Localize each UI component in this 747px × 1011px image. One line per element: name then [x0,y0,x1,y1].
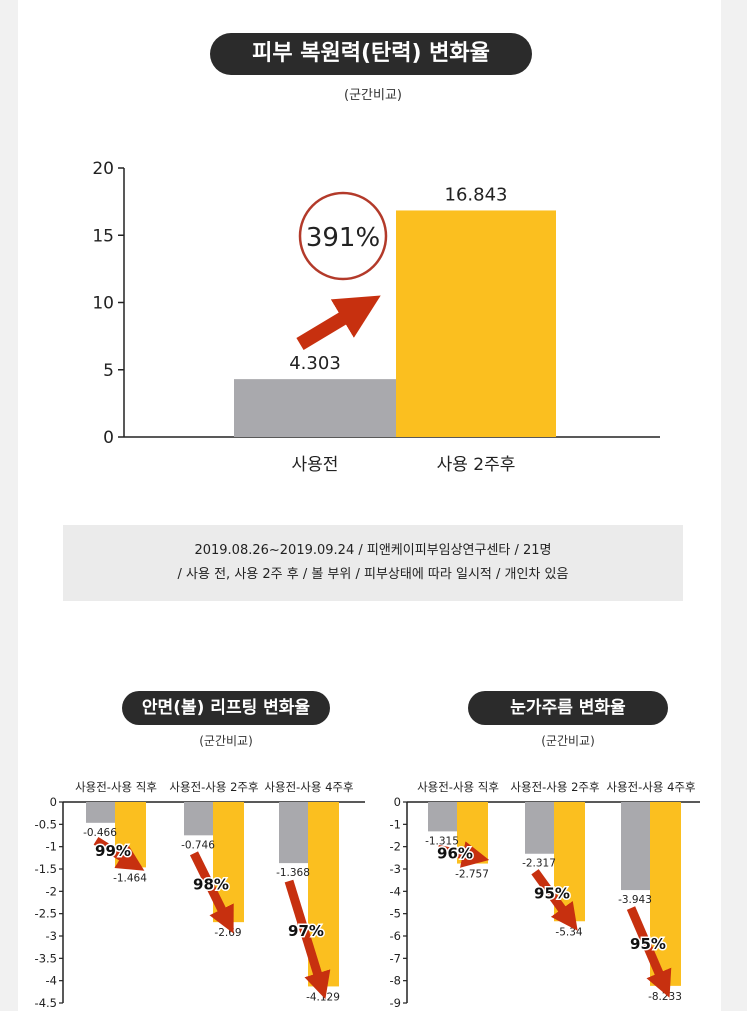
bar-before-value: -1.368 [276,867,310,879]
lifting-chart-subtitle: (군간비교) [199,734,253,748]
y-tick-label: 0 [394,795,401,809]
study-info-line-1: 2019.08.26~2019.09.24 / 피앤케이피부임상연구센타 / 2… [194,543,552,558]
y-tick-label: -7 [390,951,401,965]
bar-before-value: -0.466 [83,827,117,839]
percent-label: 95% [534,885,570,903]
y-tick-label: 0 [103,428,114,448]
category-label: 사용전-사용 직후 [75,780,157,794]
category-label: 사용 2주후 [437,455,516,475]
y-tick-label: 15 [92,226,114,246]
percent-label: 96% [437,844,473,862]
bar-before [525,802,554,854]
y-tick-label: -3.5 [35,951,57,965]
decrease-arrow [189,851,234,934]
y-tick-label: -9 [390,996,401,1010]
category-label: 사용전-사용 4주후 [264,780,353,794]
bar-after-value: -2.69 [214,927,241,939]
bar-after-value: -1.464 [113,872,147,884]
main-subtitle: (군간비교) [344,88,402,103]
bar-before-value: -1.315 [425,835,459,847]
y-tick-label: 0 [50,795,57,809]
bar-before [279,802,308,864]
y-tick-label: -1 [390,817,401,831]
decrease-arrow [626,906,672,998]
category-label: 사용전-사용 2주후 [510,780,599,794]
growth-arrow [296,295,381,351]
category-label: 사용전 [292,455,339,475]
y-tick-label: -0.5 [35,817,57,831]
bar-before [428,802,457,832]
y-tick-label: -1 [46,840,57,854]
bar-before [86,802,115,823]
wrinkle-bar-chart: 0 -1 -2 -3 -4 -5 -6 -7 -8 -9 사용전-사용 직후 -1.315 -2.757… [390,780,700,1010]
percent-label: 95% [630,935,666,953]
wrinkle-chart-title: 눈가주름 변화율 [468,691,668,725]
bar-before [184,802,213,836]
y-tick-label: -3 [390,862,401,876]
percent-label: 97% [288,922,324,940]
y-tick-label: -6 [390,929,401,943]
y-tick-label: -2.5 [35,907,57,921]
lifting-chart-title: 안면(볼) 리프팅 변화율 [122,691,330,725]
y-tick-label: -5 [390,907,401,921]
main-title: 피부 복원력(탄력) 변화율 [210,33,532,75]
growth-badge-label: 391% [306,223,380,253]
category-label: 사용전-사용 4주후 [606,780,695,794]
lifting-bar-chart: 0 -0.5 -1 -1.5 -2 -2.5 -3 -3.5 -4 -4.5 사용전-사용 직후 -0… [35,780,365,1010]
y-tick-label: -2 [46,884,57,898]
y-tick-label: -3 [46,929,57,943]
bar-value-label: 4.303 [289,353,341,374]
category-label: 사용전-사용 2주후 [169,780,258,794]
bar-after-value: -8.233 [648,991,682,1003]
bar-after-value: -2.757 [455,869,489,881]
decrease-arrow [531,869,578,931]
bar [234,379,396,437]
study-info-line-2: / 사용 전, 사용 2주 후 / 볼 부위 / 피부상태에 따라 일시적 / … [177,567,569,582]
growth-badge-circle [298,191,388,281]
wrinkle-chart-subtitle: (군간비교) [541,734,595,748]
bar [396,210,556,437]
y-tick-label: -4.5 [35,996,57,1010]
percent-label: 99% [95,842,131,860]
y-tick-label: -2 [390,840,401,854]
y-tick-label: -4 [390,884,401,898]
bar-before [621,802,650,891]
decrease-arrow [93,836,145,871]
category-label: 사용전-사용 직후 [417,780,499,794]
percent-label: 98% [193,876,229,894]
bar-before-value: -3.943 [618,894,652,906]
bar-after-value: -5.34 [555,926,582,938]
y-tick-label: -8 [390,974,401,988]
bar-after-value: -4.129 [306,991,340,1003]
bar-value-label: 16.843 [445,184,508,205]
y-tick-label: -1.5 [35,862,57,876]
bar-before-value: -2.317 [522,858,556,870]
study-info-box: 2019.08.26~2019.09.24 / 피앤케이피부임상연구센타 / 2… [63,525,683,601]
y-tick-label: 5 [103,361,114,381]
y-tick-label: -4 [46,974,57,988]
decrease-arrow [284,879,331,1000]
y-tick-label: 20 [92,159,114,179]
decrease-arrow [437,841,490,868]
bar-before-value: -0.746 [181,839,215,851]
main-bar-chart: 0 5 10 15 20 4.303 사용전 16.843 사용 2주후 391% [92,159,660,475]
y-tick-label: 10 [92,294,114,314]
